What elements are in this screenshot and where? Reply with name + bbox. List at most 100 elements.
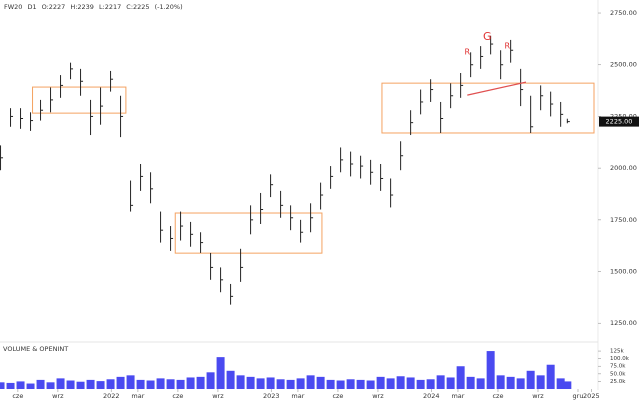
volume-bar — [506, 376, 515, 389]
header-item: O:2227 — [42, 3, 66, 11]
volume-bar — [86, 379, 95, 389]
x-tick-label: cze — [492, 392, 503, 400]
y-tick-label: 1250.00 — [610, 319, 637, 327]
x-tick-label: 2023 — [263, 392, 280, 400]
volume-y-tick-label: 50.0k — [610, 371, 626, 377]
volume-bar — [346, 379, 355, 389]
y-tick-label: 1500.00 — [610, 268, 637, 276]
volume-bar — [376, 376, 385, 389]
volume-bar — [466, 376, 475, 389]
volume-bar — [526, 370, 535, 389]
volume-bar — [456, 366, 465, 389]
volume-bar — [36, 379, 45, 389]
x-tick-label: mar — [131, 392, 144, 400]
volume-bar — [286, 379, 295, 389]
volume-bar — [126, 375, 135, 389]
volume-bar — [216, 357, 225, 389]
x-tick-label: cze — [332, 392, 343, 400]
volume-bar — [516, 378, 525, 389]
x-tick-label: mar — [451, 392, 464, 400]
volume-bar — [236, 375, 245, 389]
volume-title: VOLUME & OPENINT — [3, 345, 68, 353]
volume-bar — [66, 380, 75, 389]
volume-bar — [156, 378, 165, 389]
volume-bar — [0, 382, 5, 389]
volume-bar — [396, 376, 405, 389]
volume-bar — [336, 380, 345, 389]
volume-bar — [563, 381, 572, 389]
volume-bar — [206, 372, 215, 389]
zone — [381, 82, 595, 134]
volume-bar — [326, 379, 335, 389]
volume-y-tick-label: 75.0k — [610, 364, 626, 370]
volume-bar — [26, 383, 35, 389]
volume-bar — [106, 379, 115, 389]
trendline — [467, 81, 527, 96]
volume-bar — [316, 376, 325, 389]
y-tick-label: 2500.00 — [610, 61, 637, 69]
volume-bar — [536, 375, 545, 389]
zone — [174, 212, 323, 254]
volume-bar — [276, 379, 285, 389]
x-tick-label: cze — [12, 392, 23, 400]
last-price-label: 2225.00 — [606, 118, 633, 126]
annotation: R — [465, 48, 471, 57]
x-tick-label: gru — [573, 392, 584, 400]
volume-bar — [476, 378, 485, 389]
x-tick-label: 2025 — [583, 392, 600, 400]
volume-bar — [6, 382, 15, 389]
volume-bar — [366, 380, 375, 389]
volume-bar — [546, 364, 555, 389]
volume-bar — [16, 381, 25, 389]
x-tick-label: mar — [291, 392, 304, 400]
volume-bar — [356, 379, 365, 389]
annotation: G — [483, 30, 492, 43]
volume-bar — [136, 379, 145, 389]
x-tick-label: wrz — [372, 392, 384, 400]
header-item: (-1.20%) — [155, 3, 183, 11]
volume-y-tick-label: 25.0k — [610, 379, 626, 385]
y-tick-label: 2750.00 — [610, 9, 637, 17]
annotation: R — [505, 42, 511, 51]
zone — [32, 86, 127, 114]
volume-bar — [426, 379, 435, 389]
x-tick-label: cze — [172, 392, 183, 400]
volume-bar — [556, 378, 565, 389]
volume-bar — [306, 375, 315, 389]
volume-bar — [226, 370, 235, 389]
y-tick-label: 2000.00 — [610, 164, 637, 172]
volume-bar — [76, 381, 85, 389]
last-price-box — [599, 116, 639, 127]
volume-y-tick-label: 100.0k — [610, 356, 630, 362]
volume-bar — [196, 376, 205, 389]
volume-bar — [486, 351, 495, 389]
volume-bar — [406, 377, 415, 389]
volume-bar — [246, 376, 255, 389]
volume-bar — [496, 375, 505, 389]
volume-bar — [56, 378, 65, 389]
volume-y-tick-label: 125k — [610, 349, 624, 355]
x-tick-label: wrz — [532, 392, 544, 400]
header-item: L:2217 — [99, 3, 121, 11]
volume-bar — [96, 381, 105, 389]
volume-bar — [446, 377, 455, 389]
volume-bar — [176, 379, 185, 389]
volume-bar — [296, 378, 305, 389]
header-item: H:2239 — [70, 3, 94, 11]
x-tick-label: 2022 — [103, 392, 120, 400]
volume-bar — [266, 377, 275, 389]
x-tick-label: 2024 — [423, 392, 440, 400]
x-tick-label: wrz — [52, 392, 64, 400]
volume-bar — [146, 380, 155, 389]
volume-bar — [116, 376, 125, 389]
volume-bar — [256, 378, 265, 389]
header-item: C:2225 — [126, 3, 149, 11]
volume-bar — [436, 375, 445, 389]
volume-bar — [416, 379, 425, 389]
header-item: D1 — [27, 3, 36, 11]
volume-bar — [186, 377, 195, 389]
y-tick-label: 1750.00 — [610, 216, 637, 224]
volume-bar — [46, 382, 55, 389]
volume-bar — [386, 378, 395, 389]
